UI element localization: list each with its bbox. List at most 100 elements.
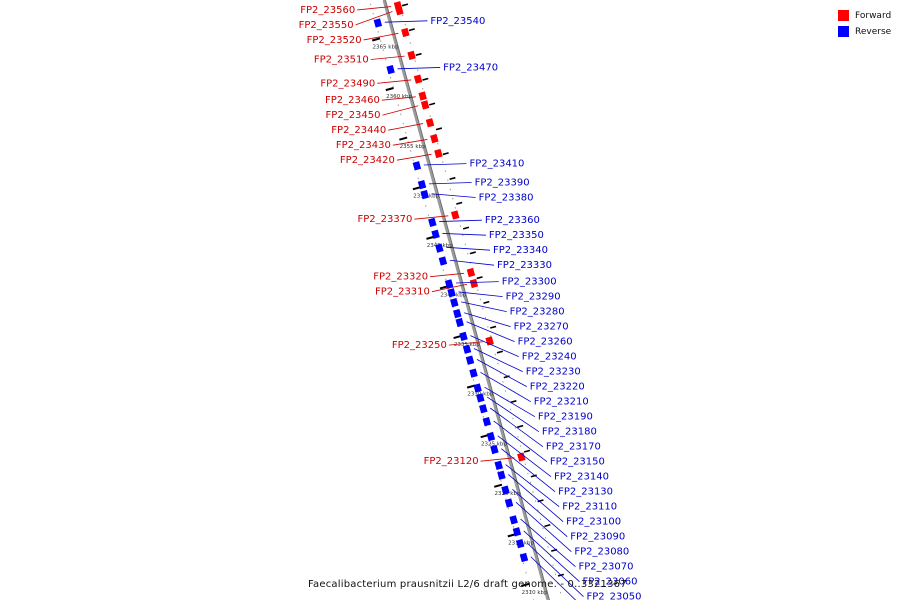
scale-tick xyxy=(521,582,530,587)
gene-leader-line xyxy=(384,20,428,23)
gene-leader-line xyxy=(414,215,449,220)
guide-dash xyxy=(408,28,415,32)
gene-leader-line xyxy=(392,139,428,146)
gene-leader-line xyxy=(458,291,503,298)
reverse-gene-block xyxy=(490,444,499,455)
gene-label: FP2_23280 xyxy=(510,307,565,318)
reverse-gene-block xyxy=(453,308,462,319)
forward-gene-block xyxy=(401,27,410,38)
gene-leader-line xyxy=(461,301,507,313)
gene-label: FP2_23220 xyxy=(530,382,585,393)
gene-leader-line xyxy=(370,55,405,60)
reverse-gene-block xyxy=(473,383,482,393)
genome-caption: Faecalibacterium prausnitzii L2/6 draft … xyxy=(308,579,627,590)
genome-backbone xyxy=(382,0,550,600)
reverse-gene-block xyxy=(494,460,503,470)
gene-label: FP2_23080 xyxy=(574,547,629,558)
reverse-gene-block xyxy=(509,515,518,525)
gene-label: FP2_23210 xyxy=(534,397,589,408)
forward-gene-block xyxy=(466,267,476,278)
reverse-gene-block xyxy=(373,18,383,28)
gene-label: FP2_23310 xyxy=(375,287,430,298)
forward-gene-block xyxy=(469,278,479,289)
gene-label: FP2_23100 xyxy=(566,517,621,528)
gene-label: FP2_23450 xyxy=(326,110,381,121)
gene-leader-line xyxy=(515,501,572,552)
reverse-gene-block xyxy=(444,279,454,289)
reverse-gene-block xyxy=(504,498,514,508)
guide-dash xyxy=(422,77,429,81)
guide-dash xyxy=(544,524,551,528)
scale-tick xyxy=(453,334,462,339)
scale-tick-label: 2310 kbp xyxy=(522,590,548,596)
forward-gene-block xyxy=(418,91,427,101)
scale-tick xyxy=(480,434,489,439)
guide-dash xyxy=(449,176,456,181)
scale-tick xyxy=(507,533,516,538)
reverse-gene-block xyxy=(469,368,478,378)
forward-gene-block xyxy=(425,118,435,128)
gene-label: FP2_23540 xyxy=(430,16,485,27)
gene-leader-line xyxy=(526,542,584,597)
guide-dash xyxy=(496,350,504,354)
gene-leader-line xyxy=(423,163,467,166)
reverse-gene-block xyxy=(438,256,448,266)
gene-leader-line xyxy=(480,457,515,462)
forward-gene-block xyxy=(407,50,416,60)
gene-leader-line xyxy=(397,67,441,70)
gene-leader-line xyxy=(449,259,495,266)
reverse-gene-block xyxy=(428,217,437,227)
gene-label: FP2_23420 xyxy=(340,155,395,166)
gene-label: FP2_23270 xyxy=(514,322,569,333)
scale-tick-label: 2320 kbp xyxy=(495,491,521,497)
gene-label: FP2_23240 xyxy=(522,352,577,363)
gene-label: FP2_23560 xyxy=(300,5,355,16)
guide-dash xyxy=(429,102,436,106)
scale-tick xyxy=(399,136,408,141)
gene-leader-line xyxy=(520,518,576,567)
gene-label: FP2_23430 xyxy=(336,140,391,151)
reverse-gene-block xyxy=(435,243,444,253)
gene-leader-line xyxy=(523,530,580,582)
gene-label: FP2_23260 xyxy=(518,337,573,348)
gene-leader-line xyxy=(446,246,491,251)
gene-leader-line xyxy=(456,281,499,284)
gene-label: FP2_23350 xyxy=(489,230,544,241)
guide-dash xyxy=(456,201,463,205)
gene-label: FP2_23120 xyxy=(424,456,479,467)
guide-dash xyxy=(483,300,490,304)
gene-leader-line xyxy=(381,96,416,101)
reverse-gene-block xyxy=(519,552,529,563)
gene-leader-line xyxy=(431,193,476,198)
reverse-gene-block xyxy=(486,431,496,442)
gene-label: FP2_23070 xyxy=(578,562,633,573)
reverse-gene-block xyxy=(482,417,492,427)
guide-dash xyxy=(469,251,476,255)
gene-label: FP2_23090 xyxy=(570,532,625,543)
gene-label: FP2_23230 xyxy=(526,367,581,378)
gene-leader-line xyxy=(431,283,468,293)
reverse-gene-block xyxy=(465,355,475,365)
scale-tick xyxy=(493,483,503,488)
gene-leader-line xyxy=(505,464,560,507)
scale-tick-label: 2365 kbp xyxy=(373,45,399,51)
guide-dash xyxy=(517,424,524,428)
gene-leader-line xyxy=(493,420,548,462)
gene-leader-line xyxy=(357,6,392,11)
gene-label: FP2_23550 xyxy=(299,20,354,31)
gene-leader-line xyxy=(388,123,424,131)
reverse-gene-block xyxy=(515,539,525,549)
guide-dash xyxy=(442,152,449,156)
legend-label-reverse: Reverse xyxy=(855,26,892,37)
reverse-gene-block xyxy=(431,229,440,239)
gene-leader-line xyxy=(501,448,556,492)
gene-leader-line xyxy=(530,556,577,600)
gene-label: FP2_23410 xyxy=(469,159,524,170)
guide-dash xyxy=(523,449,531,453)
guide-dash xyxy=(476,276,483,280)
gene-leader-line xyxy=(448,341,483,346)
gene-label: FP2_23060 xyxy=(582,577,637,588)
gene-leader-line xyxy=(430,272,465,278)
scale-tick xyxy=(372,37,381,42)
